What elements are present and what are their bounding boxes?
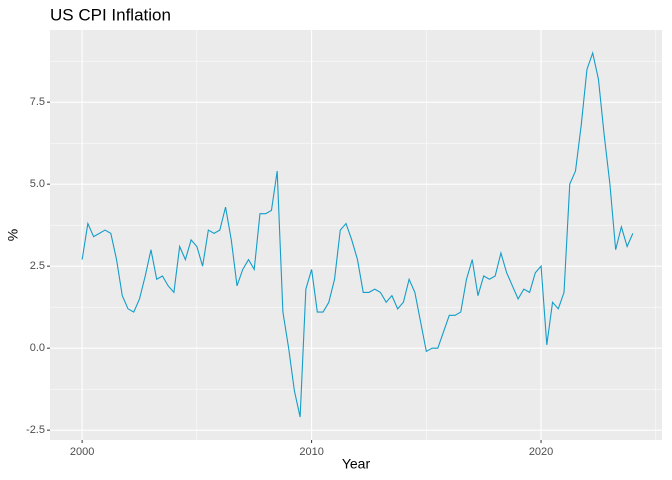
y-tick-label: -2.5 (26, 424, 45, 436)
y-tick-label: 2.5 (30, 260, 45, 272)
y-tick-label: 0.0 (30, 342, 45, 354)
x-tick-label: 2020 (529, 446, 553, 458)
y-tick-label: 7.5 (30, 96, 45, 108)
cpi-line (81, 50, 634, 418)
y-axis-title: % (5, 229, 21, 241)
x-tick-label: 2000 (70, 446, 94, 458)
x-tick-label: 2010 (299, 446, 323, 458)
y-tick-label: 5.0 (30, 178, 45, 190)
panel (50, 30, 662, 440)
chart-title: US CPI Inflation (50, 5, 171, 24)
x-axis-title: Year (342, 456, 371, 472)
